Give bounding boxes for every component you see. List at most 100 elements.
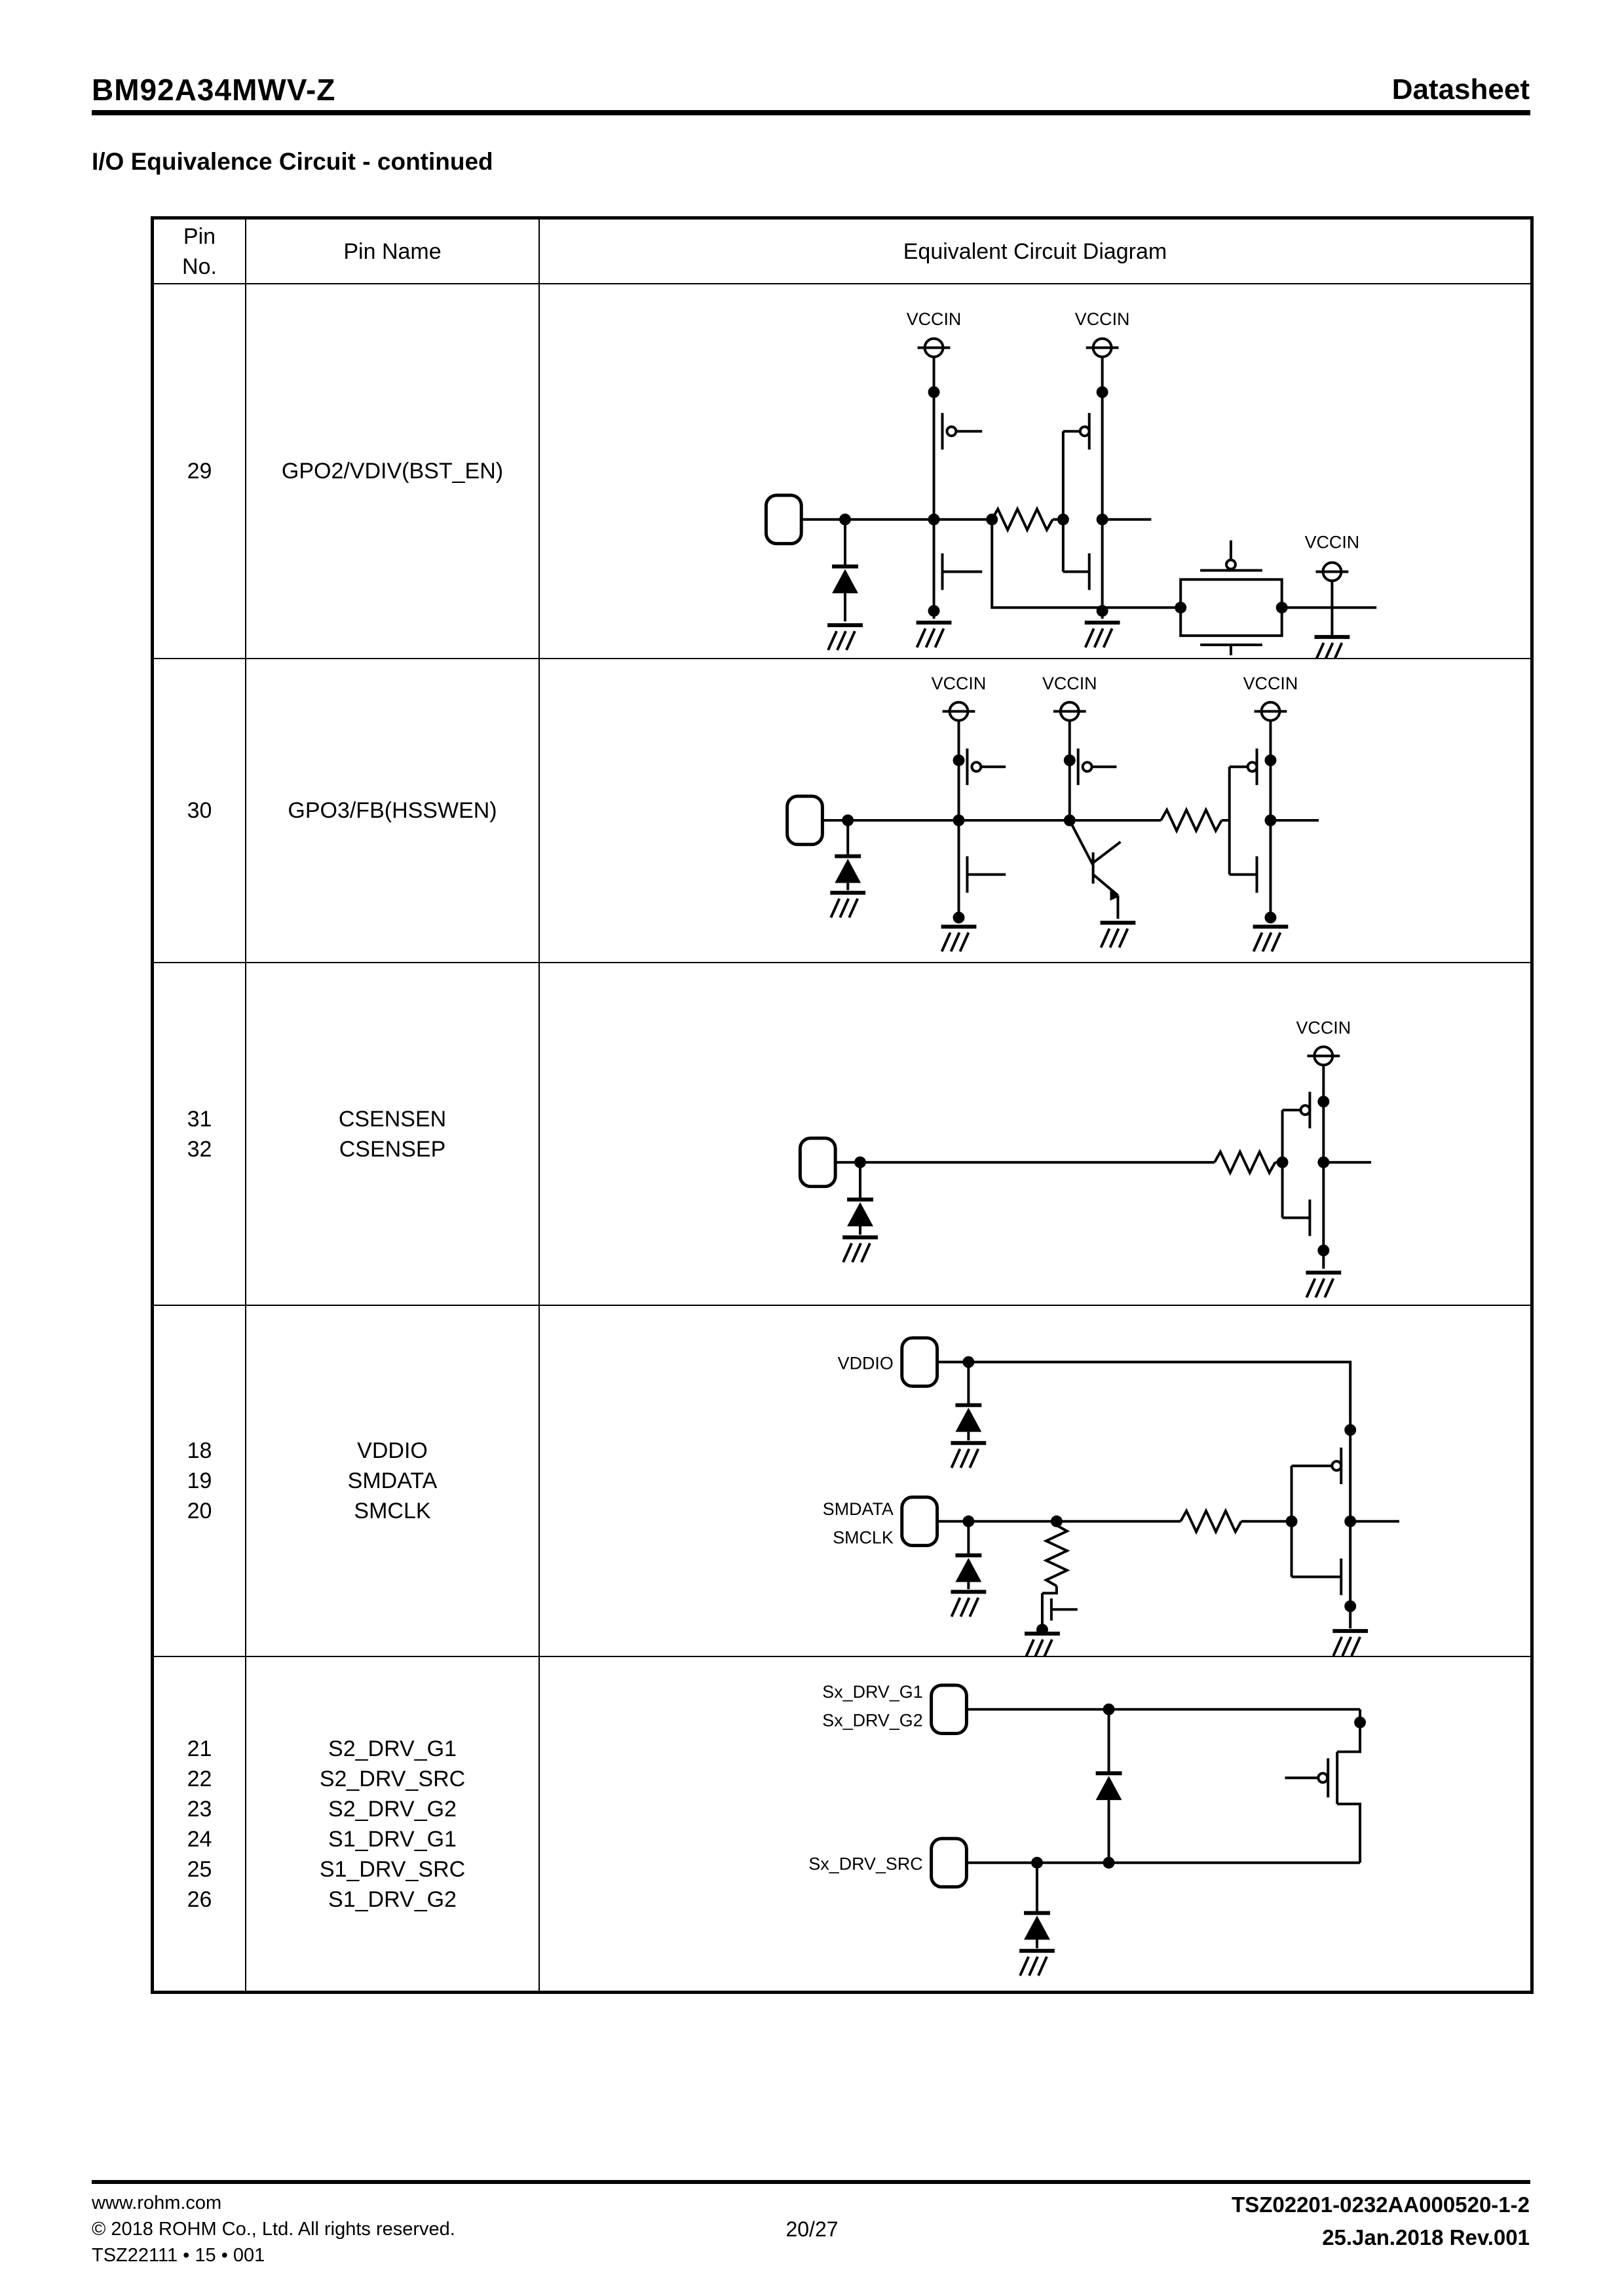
esd-diode — [832, 566, 858, 593]
section-title: I/O Equivalence Circuit - continued — [92, 148, 493, 175]
circuit-diagram-gpo3: VCCIN VCCIN VCCIN — [785, 674, 1319, 962]
ground-symbol — [1025, 1634, 1060, 1656]
pin-number: 22 — [187, 1766, 212, 1791]
vccin-label: VCCIN — [1296, 1018, 1351, 1038]
resistor — [991, 507, 1054, 531]
pin-name: CSENSEN — [338, 1106, 447, 1132]
ground-symbol — [1085, 622, 1120, 647]
drv-src-pad-label: Sx_DRV_SRC — [808, 1854, 922, 1874]
ground-symbol — [1101, 923, 1136, 947]
ground-symbol — [951, 1443, 986, 1468]
pin-name: VDDIO — [357, 1438, 428, 1463]
pmos-gate-bubble — [1317, 1772, 1329, 1784]
resistor — [1213, 1150, 1277, 1174]
circuit-cell-row4: VDDIO SMDATA SMCLK — [540, 1306, 1530, 1657]
col-header-pin-no: Pin No. — [154, 220, 246, 284]
pmos-gate-bubble — [1081, 761, 1093, 773]
circuit-cell-row1: VCCIN VCCIN VCCIN — [540, 284, 1530, 659]
ground-symbol — [1306, 1272, 1341, 1297]
pin-number: 24 — [187, 1826, 212, 1852]
ground-symbol — [830, 892, 865, 917]
pin-name-cell-row4: VDDIO SMDATA SMCLK — [246, 1306, 540, 1657]
junction-dots — [1030, 1702, 1367, 1870]
bjt-emitter-arrow — [1110, 887, 1120, 901]
pin-name: S1_DRV_G2 — [328, 1886, 457, 1912]
circuit-diagram-drv: Sx_DRV_G1 Sx_DRV_G2 Sx_DRV_SRC — [808, 1682, 1367, 1989]
vccin-label: VCCIN — [1243, 674, 1298, 693]
drv-g2-pad-label: Sx_DRV_G2 — [822, 1711, 922, 1731]
vccin-label: VCCIN — [907, 309, 962, 329]
io-pad — [798, 1136, 837, 1189]
vccin-terminal — [1314, 561, 1350, 583]
vccin-terminal — [941, 700, 977, 722]
esd-diode — [835, 856, 861, 883]
wires — [937, 1360, 1399, 1633]
junction-dots — [840, 753, 1278, 925]
bjt-transistor — [1068, 820, 1122, 919]
header-rule — [92, 110, 1530, 115]
ground-symbol — [1253, 927, 1289, 951]
pin-name: S1_DRV_SRC — [319, 1856, 466, 1882]
drv-src-pad — [930, 1837, 968, 1889]
wires — [966, 1708, 1362, 1949]
vddio-pad — [900, 1336, 939, 1388]
footer-right-block: TSZ02201-0232AA000520-1-2 25.Jan.2018 Re… — [1232, 2189, 1530, 2254]
pmos-gate-bubble — [1299, 1104, 1312, 1117]
ground-symbol — [1332, 1631, 1368, 1656]
pin-name-cell-row1: GPO2/VDIV(BST_EN) — [246, 284, 540, 659]
io-pad — [764, 493, 803, 546]
page-number: 20/27 — [785, 2217, 839, 2241]
junction-dots — [961, 1354, 1358, 1637]
vddio-pad-label: VDDIO — [838, 1354, 894, 1373]
vccin-label: VCCIN — [932, 674, 987, 693]
pin-name: CSENSEP — [339, 1136, 446, 1162]
pin-name: S1_DRV_G1 — [328, 1826, 457, 1852]
ground-symbol — [827, 625, 863, 650]
pin-number: 30 — [187, 798, 212, 823]
pin-name: S2_DRV_SRC — [319, 1766, 466, 1791]
circuit-cell-row3: VCCIN — [540, 963, 1530, 1306]
footer-revision-date: 25.Jan.2018 Rev.001 — [1322, 2225, 1530, 2249]
smdata-pad-label: SMDATA — [823, 1499, 894, 1519]
vccin-terminal — [1084, 337, 1120, 358]
pin-name: GPO2/VDIV(BST_EN) — [281, 459, 504, 484]
circuit-cell-row5: Sx_DRV_G1 Sx_DRV_G2 Sx_DRV_SRC — [540, 1657, 1530, 1991]
pin-no-header-line1: Pin — [183, 223, 216, 249]
clamp-diode — [1096, 1773, 1122, 1800]
pin-number: 21 — [187, 1736, 212, 1761]
pin-name-cell-row2: GPO3/FB(HSSWEN) — [246, 659, 540, 963]
pin-number: 19 — [187, 1468, 212, 1493]
pmos-gate-bubble — [1078, 425, 1091, 438]
pin-name-cell-row3: CSENSEN CSENSEP — [246, 963, 540, 1306]
pin-name: SMDATA — [347, 1468, 438, 1493]
smdata-smclk-pad — [900, 1495, 939, 1548]
ground-symbol — [951, 1592, 986, 1617]
vccin-terminal — [1306, 1045, 1342, 1067]
circuit-diagram-gpo2: VCCIN VCCIN VCCIN — [764, 309, 1377, 658]
ground-symbol — [941, 927, 977, 951]
pmos-gate-bubble — [1246, 761, 1258, 773]
vccin-terminal — [1051, 700, 1087, 722]
drv-gate-pad — [930, 1683, 968, 1736]
pin-number: 26 — [187, 1886, 212, 1912]
ground-symbol — [1315, 637, 1350, 658]
circuit-diagram-csense: VCCIN — [798, 1018, 1372, 1305]
pin-name: S2_DRV_G2 — [328, 1796, 457, 1822]
footer-rule — [92, 2180, 1530, 2184]
vccin-label: VCCIN — [1305, 533, 1360, 552]
circuit-diagram-smbus: VDDIO SMDATA SMCLK — [823, 1336, 1399, 1656]
pin-name-cell-row5: S2_DRV_G1 S2_DRV_SRC S2_DRV_G2 S1_DRV_G1… — [246, 1657, 540, 1991]
pmos-gate-bubble — [1331, 1460, 1343, 1472]
vccin-terminal — [916, 337, 952, 358]
pin-number: 32 — [187, 1136, 212, 1162]
esd-diode — [1024, 1913, 1050, 1940]
resistor-vertical — [1044, 1523, 1068, 1588]
pin-number: 20 — [187, 1499, 212, 1523]
ground-symbol — [842, 1237, 878, 1262]
io-equivalence-table: Pin No. Pin Name Equivalent Circuit Diag… — [151, 216, 1534, 1994]
pin-no-cell-row4: 18 19 20 — [154, 1306, 246, 1657]
pmos-gate-bubble — [1224, 558, 1237, 571]
ground-symbol — [916, 622, 952, 647]
wires — [835, 1064, 1372, 1269]
col-header-circuit: Equivalent Circuit Diagram — [540, 220, 1530, 284]
